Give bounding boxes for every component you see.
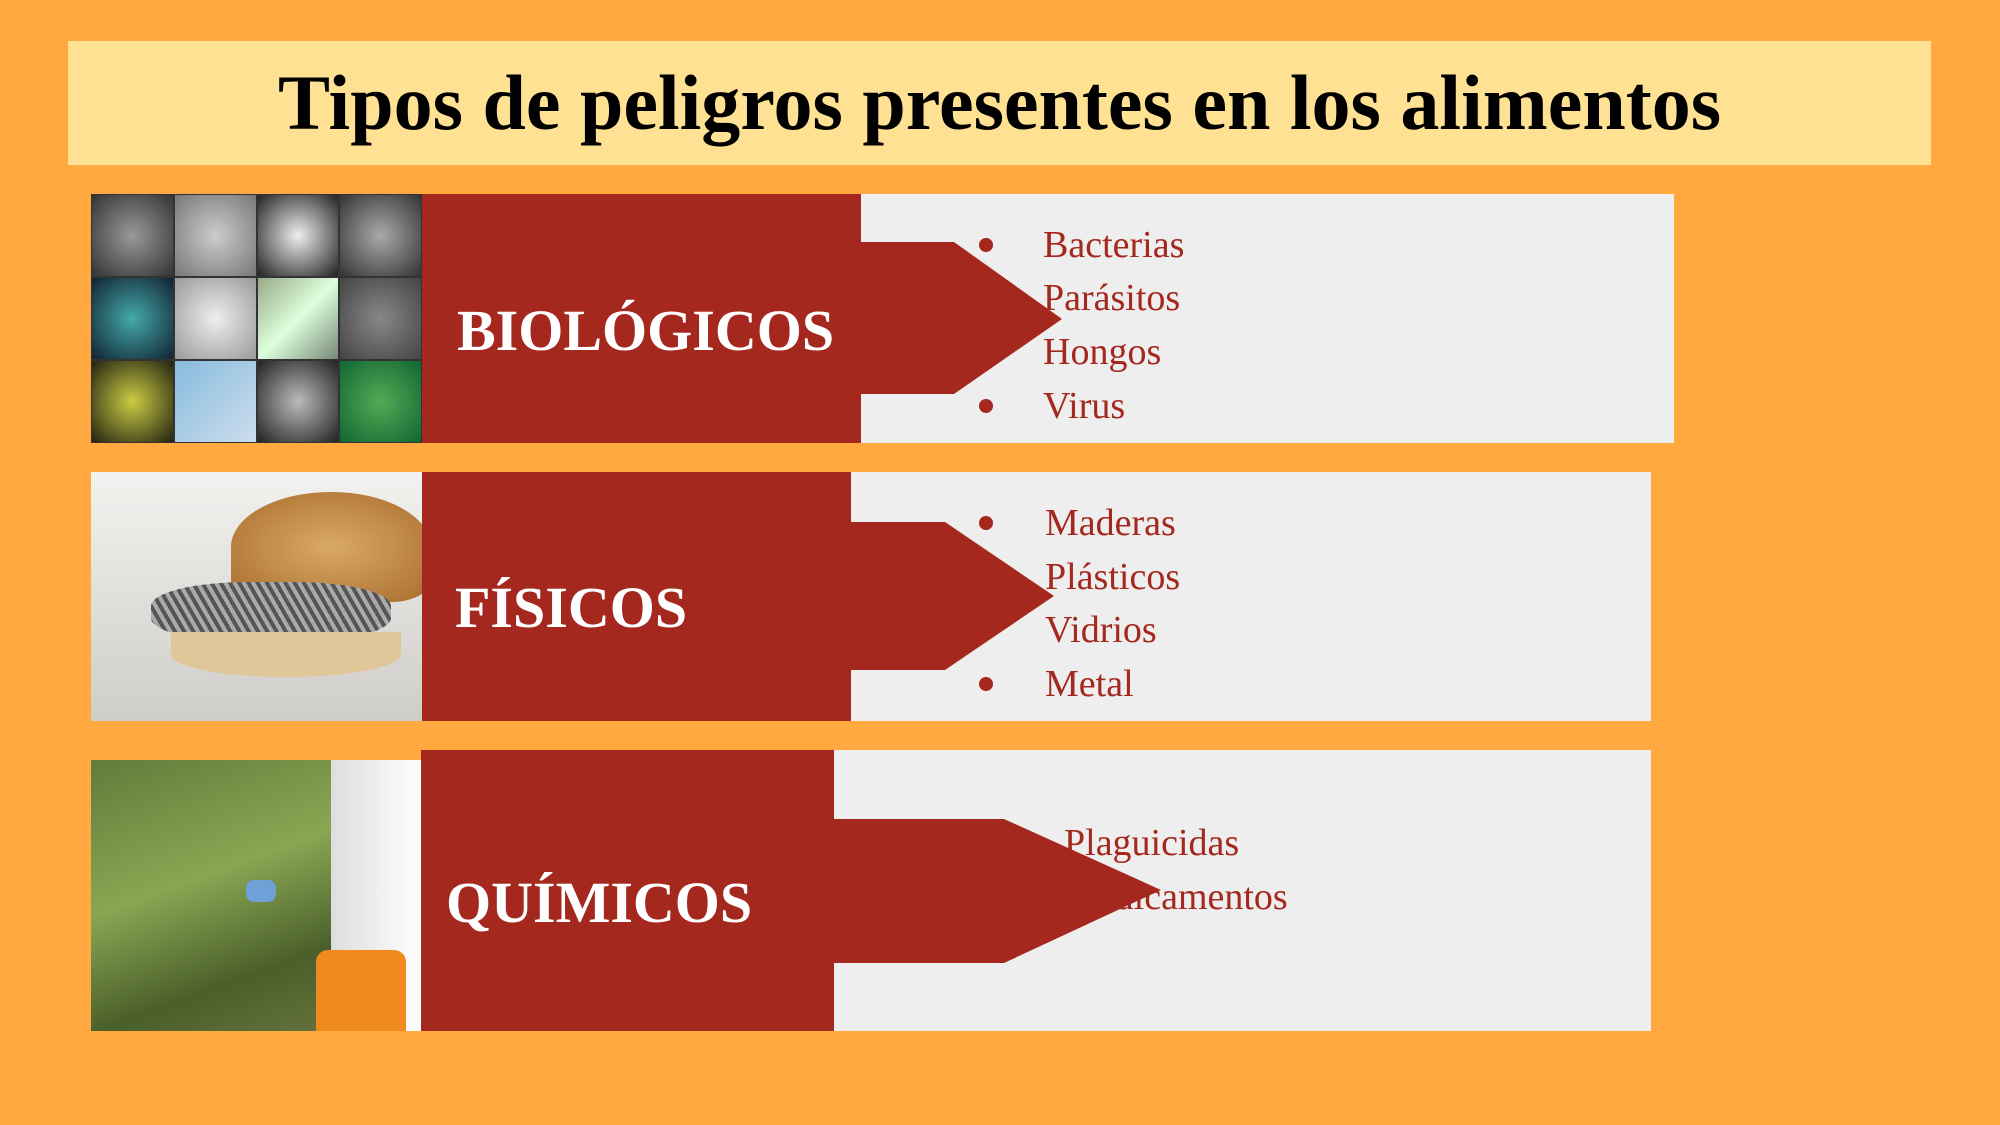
microorganisms-image xyxy=(91,194,422,443)
category-label-chemical: QUÍMICOS xyxy=(446,870,753,935)
list-item: Virus xyxy=(1043,385,1126,427)
list-item: Bacterias xyxy=(1043,224,1185,266)
bun-with-nails-image xyxy=(91,472,422,721)
category-block-chemical xyxy=(421,750,834,1031)
page-title: Tipos de peligros presentes en los alime… xyxy=(277,59,1722,146)
category-label-physical: FÍSICOS xyxy=(455,575,688,640)
category-label-biological: BIOLÓGICOS xyxy=(457,298,835,363)
list-item: Vidrios xyxy=(1045,609,1157,651)
bullet-icon xyxy=(979,238,993,252)
category-block-biological xyxy=(422,194,861,443)
pesticide-spraying-image xyxy=(91,760,422,1031)
title-band: Tipos de peligros presentes en los alime… xyxy=(68,41,1931,165)
bullet-icon xyxy=(979,677,993,691)
arrow-shape-chemical xyxy=(833,819,1161,963)
list-item: Maderas xyxy=(1045,502,1176,544)
bullet-icon xyxy=(979,516,993,530)
list-item: Parásitos xyxy=(1043,277,1181,319)
list-item: Metal xyxy=(1045,663,1134,705)
category-block-physical xyxy=(422,472,851,721)
arrow-shape-biological xyxy=(860,242,1062,394)
list-item: Plásticos xyxy=(1045,556,1181,598)
arrow-shape-physical xyxy=(850,522,1054,670)
list-item: Plaguicidas xyxy=(1064,822,1240,864)
list-item: Hongos xyxy=(1043,331,1162,373)
bullet-icon xyxy=(979,399,993,413)
